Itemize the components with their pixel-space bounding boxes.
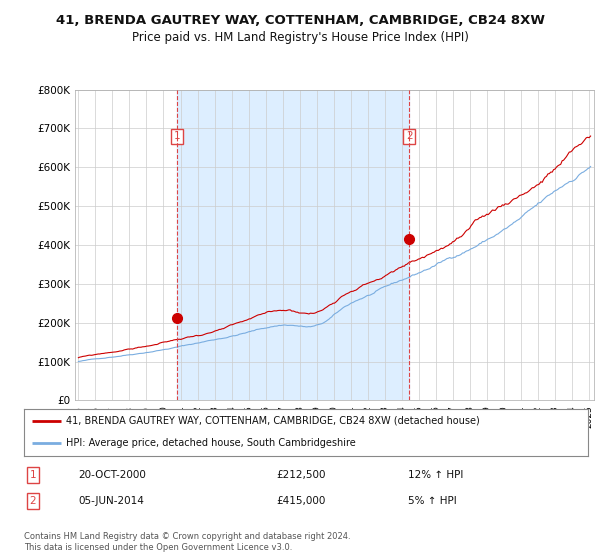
- Text: 41, BRENDA GAUTREY WAY, COTTENHAM, CAMBRIDGE, CB24 8XW: 41, BRENDA GAUTREY WAY, COTTENHAM, CAMBR…: [56, 14, 545, 27]
- Text: Price paid vs. HM Land Registry's House Price Index (HPI): Price paid vs. HM Land Registry's House …: [131, 31, 469, 44]
- Text: 2: 2: [406, 131, 413, 141]
- Text: 05-JUN-2014: 05-JUN-2014: [78, 496, 144, 506]
- Text: 12% ↑ HPI: 12% ↑ HPI: [408, 470, 463, 480]
- Text: 20-OCT-2000: 20-OCT-2000: [78, 470, 146, 480]
- Bar: [177, 90, 409, 400]
- Text: HPI: Average price, detached house, South Cambridgeshire: HPI: Average price, detached house, Sout…: [66, 438, 356, 448]
- Text: 1: 1: [174, 131, 181, 141]
- Text: 5% ↑ HPI: 5% ↑ HPI: [408, 496, 457, 506]
- Text: 41, BRENDA GAUTREY WAY, COTTENHAM, CAMBRIDGE, CB24 8XW (detached house): 41, BRENDA GAUTREY WAY, COTTENHAM, CAMBR…: [66, 416, 480, 426]
- Text: £212,500: £212,500: [276, 470, 325, 480]
- Text: Contains HM Land Registry data © Crown copyright and database right 2024.
This d: Contains HM Land Registry data © Crown c…: [24, 532, 350, 552]
- Text: 2: 2: [29, 496, 37, 506]
- Text: 1: 1: [29, 470, 37, 480]
- Text: £415,000: £415,000: [276, 496, 325, 506]
